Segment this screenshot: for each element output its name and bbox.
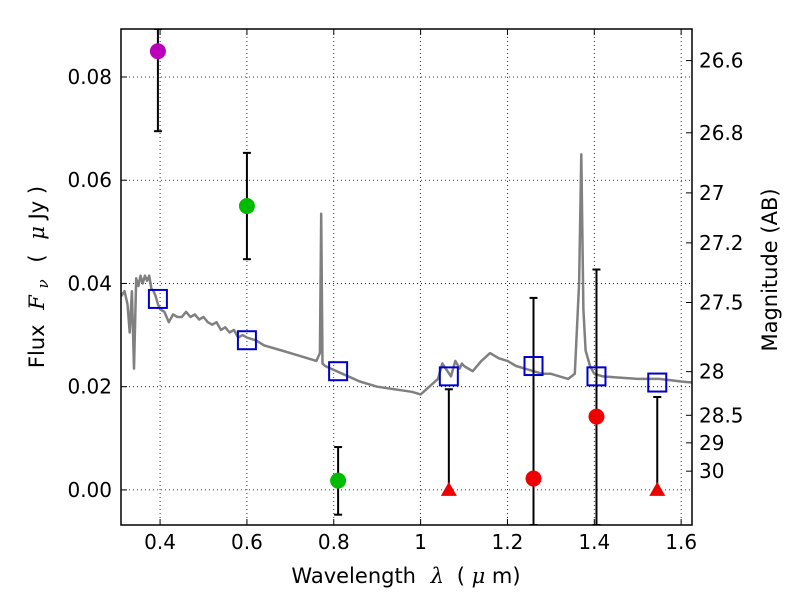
x-tick-label: 1.6 (665, 530, 697, 554)
model-photometry-point (328, 361, 349, 382)
axis-ticks: 0.4 0.6 0.8 1 1.2 1.4 1.6 0.00 0.02 0.04 0.06 0.08 2… (67, 29, 744, 554)
plot-area (121, 29, 692, 525)
x-axis-label-unit-rest: m) (492, 564, 521, 588)
observed-flux-point (330, 472, 347, 489)
x-tick-label: 0.4 (144, 530, 176, 554)
y2-tick-label: 29 (699, 431, 724, 455)
y-axis-label-unit-open: ( (25, 254, 49, 262)
x-axis-label-text: Wavelength (291, 564, 416, 588)
x-tick-label: 1.2 (492, 530, 524, 554)
observed-flux-point (149, 43, 166, 60)
y2-tick-label: 27 (699, 181, 724, 205)
y2-tick-label: 26.6 (699, 49, 744, 73)
x-axis-label-unit-open: ( (457, 564, 465, 588)
x-tick-label: 0.6 (231, 530, 263, 554)
x-tick-label: 1 (414, 530, 427, 554)
y-axis-label-unit-rest: Jy ) (25, 186, 49, 222)
y-tick-label: 0.02 (67, 375, 112, 399)
upper-limit-marker (649, 481, 666, 496)
y-tick-label: 0.06 (67, 168, 112, 192)
x-tick-label: 1.4 (578, 530, 610, 554)
x-tick-label: 0.8 (318, 530, 350, 554)
model-photometry-point (438, 366, 459, 387)
observed-flux-point (588, 408, 605, 425)
y-tick-label: 0.04 (67, 271, 112, 295)
y-axis-label-subscript: ν (34, 279, 52, 288)
y2-tick-label: 28 (699, 360, 724, 384)
x-axis-label-symbol: λ (430, 564, 444, 588)
y-axis-label: Flux F ν ( μ Jy ) (25, 186, 53, 368)
x-axis-label: Wavelength λ ( μ m) (291, 564, 520, 588)
y2-tick-label: 28.5 (699, 403, 744, 427)
y2-tick-label: 27.5 (699, 290, 744, 314)
observed-flux-point (238, 198, 255, 215)
plot-background (121, 29, 692, 525)
x-axis-label-unit-mu: μ (472, 564, 486, 588)
y2-tick-label: 26.8 (699, 121, 744, 145)
y2-tick-label: 27.2 (699, 231, 744, 255)
y-axis-label-text: Flux (25, 324, 49, 368)
y-tick-label: 0.08 (67, 65, 112, 89)
model-photometry-point (523, 356, 544, 377)
model-photometry-point (586, 366, 607, 387)
plot-frame (120, 28, 693, 526)
model-photometry-point (647, 372, 668, 393)
model-photometry-point (236, 330, 257, 351)
model-photometry-point (147, 288, 168, 309)
y-tick-label: 0.00 (67, 478, 112, 502)
observed-flux-point (525, 470, 542, 487)
y-axis-label-symbol: F (25, 294, 49, 311)
y2-axis-label: Magnitude (AB) (758, 188, 782, 351)
y2-tick-label: 30 (699, 459, 724, 483)
model-spectrum-line (121, 153, 692, 396)
grid-lines (121, 29, 692, 525)
upper-limit-marker (440, 481, 457, 496)
y-axis-label-unit-mu: μ (25, 226, 49, 240)
